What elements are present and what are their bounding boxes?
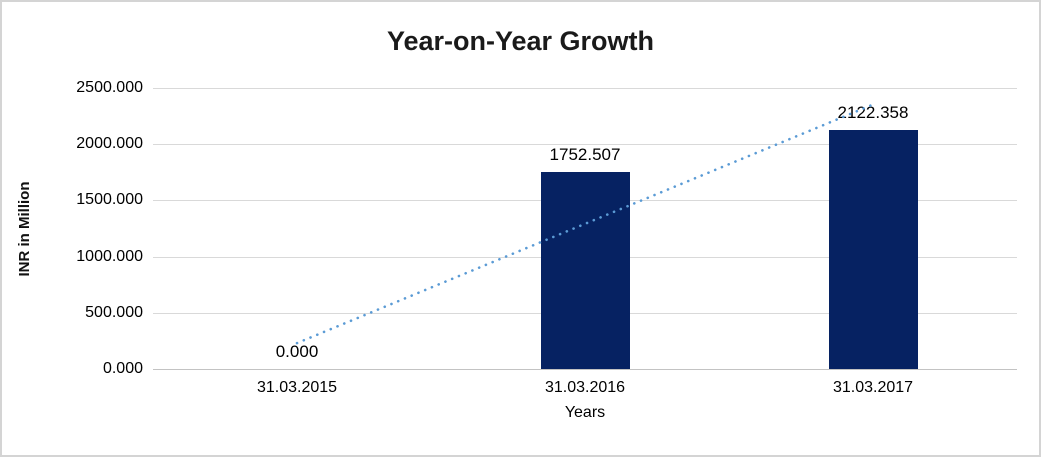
bar — [540, 172, 630, 369]
y-axis-title-text: INR in Million — [16, 181, 33, 277]
y-tick-label: 1000.000 — [76, 247, 143, 265]
y-tick-label: 2000.000 — [76, 135, 143, 153]
y-tick-label: 0.000 — [102, 360, 143, 377]
gridline — [153, 88, 1017, 89]
bar-data-label: 2122.358 — [837, 103, 909, 123]
y-tick-label: 2500.000 — [76, 79, 143, 96]
x-axis-line — [153, 369, 1017, 370]
plot-area: 0.000 1752.507 2122.358 — [153, 88, 1017, 370]
y-tick-label: 500.000 — [85, 303, 143, 321]
x-tick-label: 31.03.2015 — [256, 379, 338, 396]
bar — [828, 130, 918, 369]
x-tick-label: 31.03.2016 — [544, 379, 626, 396]
y-tick-label: 1500.000 — [76, 191, 143, 209]
bar-data-label: 0.000 — [275, 342, 319, 361]
x-axis-title: Years — [564, 404, 606, 421]
chart-title: Year-on-Year Growth — [386, 26, 655, 56]
x-tick-label: 31.03.2017 — [832, 379, 914, 396]
bar-data-label: 1752.507 — [549, 145, 621, 165]
